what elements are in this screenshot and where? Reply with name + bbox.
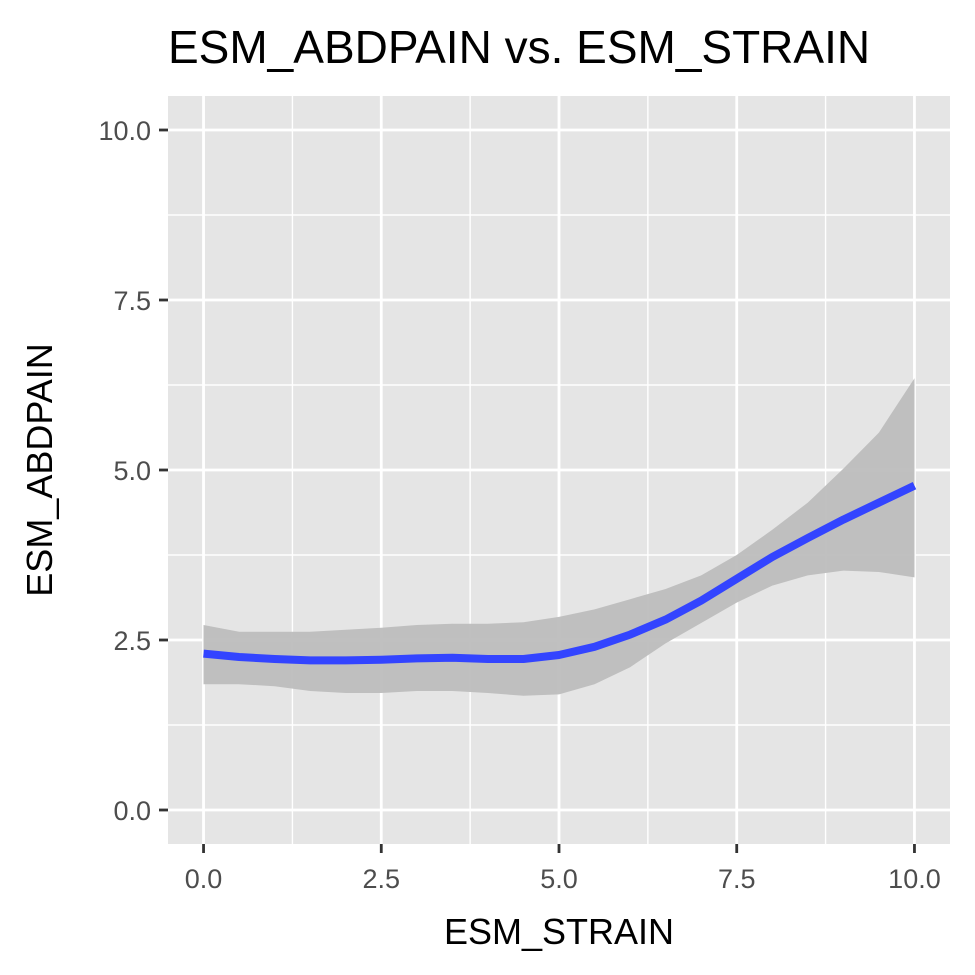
y-axis-title: ESM_ABDPAIN — [19, 343, 60, 596]
y-tick-label: 5.0 — [113, 456, 151, 486]
y-tick-label: 0.0 — [113, 796, 151, 826]
x-tick-label: 5.0 — [540, 864, 578, 894]
axis-tick-labels: 0.0 2.5 5.0 7.5 10.0 0.0 2.5 5.0 7.5 10.0 — [98, 116, 940, 894]
x-tick-label: 0.0 — [185, 864, 223, 894]
axis-ticks — [159, 128, 916, 853]
x-tick-label: 10.0 — [888, 864, 941, 894]
x-axis-title: ESM_STRAIN — [444, 911, 674, 952]
x-tick-label: 7.5 — [718, 864, 756, 894]
y-tick-label: 7.5 — [113, 286, 151, 316]
y-tick-label: 2.5 — [113, 626, 151, 656]
series-line — [203, 481, 917, 665]
x-tick-label: 2.5 — [362, 864, 400, 894]
y-tick-label: 10.0 — [98, 116, 151, 146]
chart-title: ESM_ABDPAIN vs. ESM_STRAIN — [168, 21, 870, 73]
confidence-ribbon — [203, 378, 915, 696]
